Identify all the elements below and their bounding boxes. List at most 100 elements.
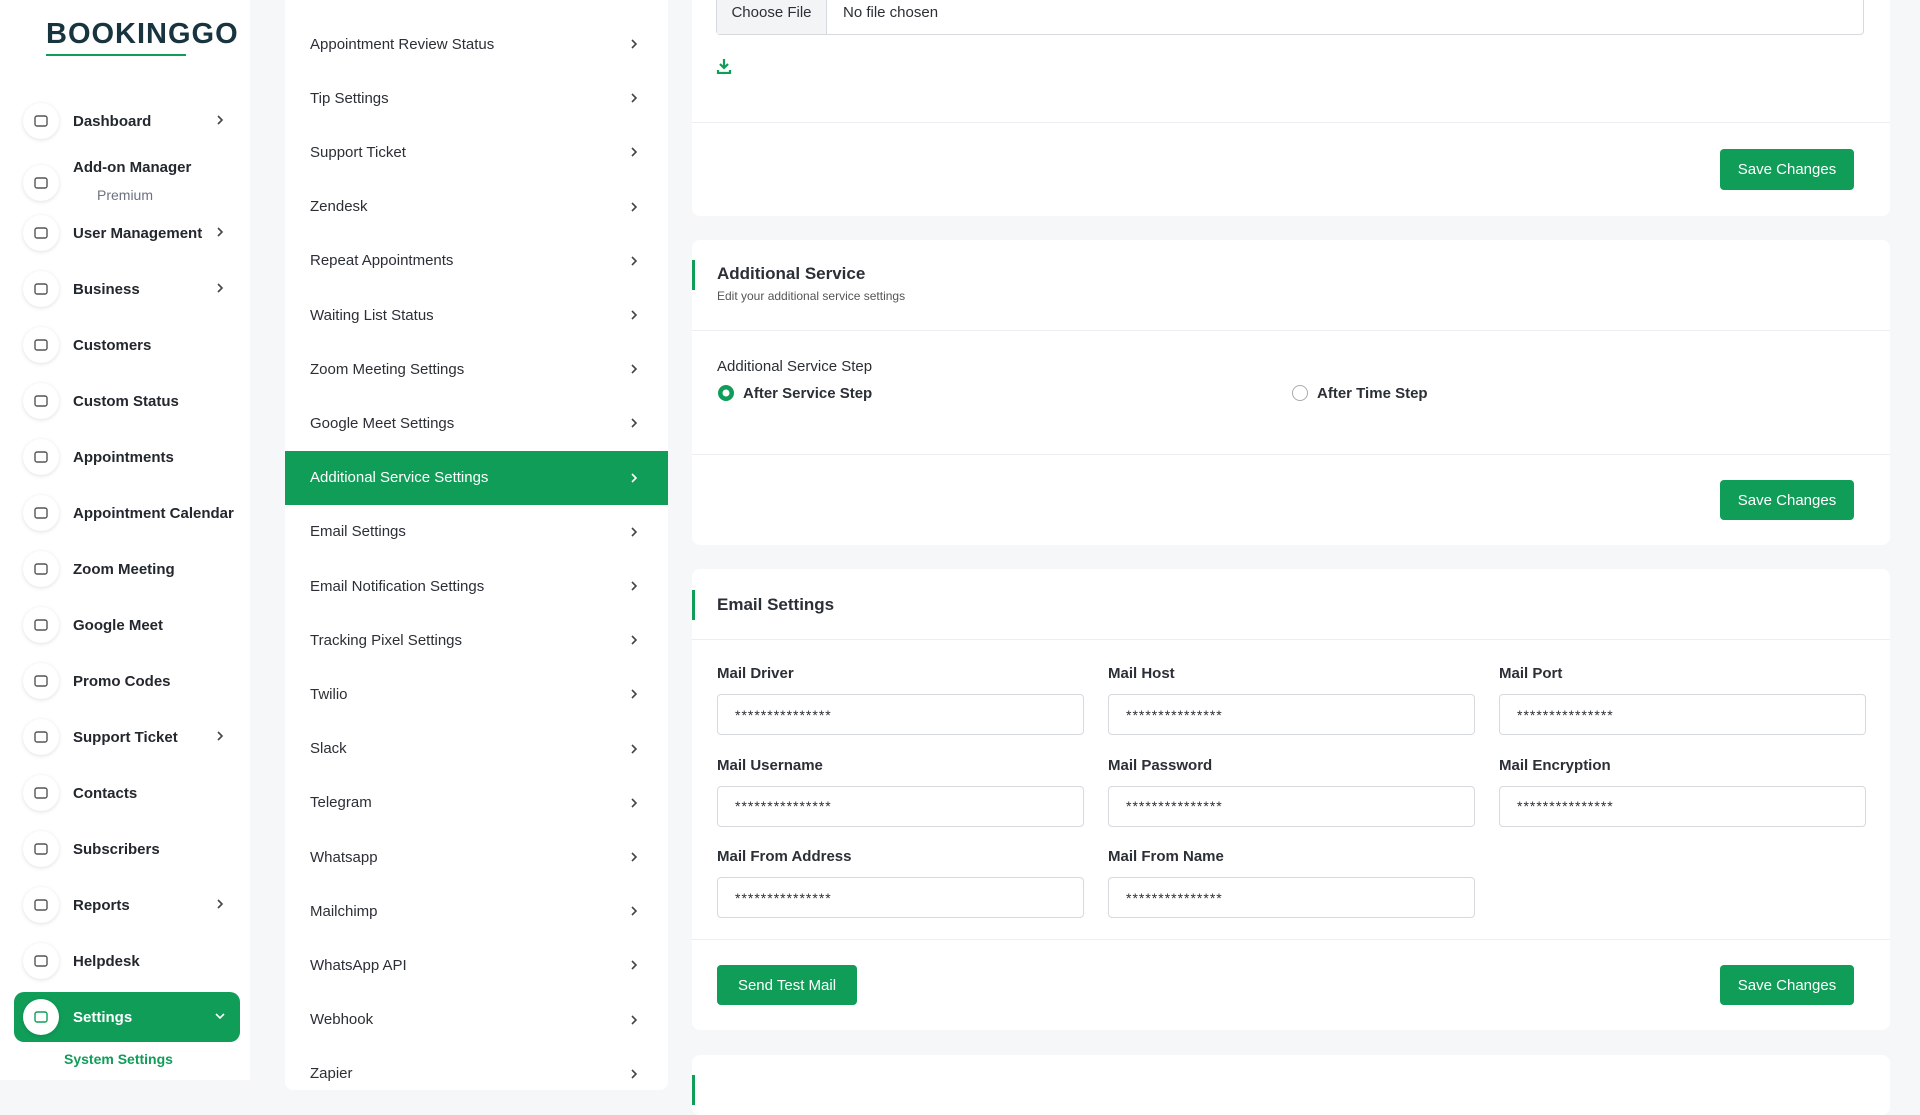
arrow (214, 729, 226, 746)
sidebar-item[interactable]: Appointments (14, 432, 240, 482)
badge: Premium (97, 187, 154, 203)
file-input[interactable]: Choose File No file chosen (716, 0, 1864, 35)
sidebar-item[interactable]: Customers (14, 320, 240, 370)
file-button[interactable]: Choose File (717, 0, 827, 34)
field-label: Mail From Name (1108, 848, 1224, 865)
submenu-item[interactable]: System Settings (64, 1051, 173, 1067)
settings-menu-item[interactable]: Whatsapp (285, 830, 668, 884)
icon-circle (23, 775, 59, 811)
icon-circle (23, 607, 59, 643)
field-label: Mail Driver (717, 665, 794, 682)
menu-icon (34, 731, 48, 743)
icon-circle (23, 165, 59, 201)
logo-underline (46, 54, 186, 56)
settings-menu-item[interactable]: Appointment Review Status (285, 17, 668, 71)
settings-menu-item[interactable]: Zapier (285, 1047, 668, 1101)
text-input[interactable]: *************** (1499, 694, 1866, 735)
sidebar-item[interactable]: Dashboard (14, 96, 240, 146)
chevron (631, 798, 638, 808)
sidebar-label: Business (73, 280, 140, 298)
sidebar-item[interactable]: Subscribers (14, 824, 240, 874)
settings-menu-item[interactable]: Support Ticket (285, 125, 668, 179)
field-label: Mail Password (1108, 756, 1213, 774)
sidebar-label: Dashboard (73, 112, 152, 130)
icon-circle (23, 215, 59, 251)
chevron (631, 202, 638, 212)
title-accent (692, 260, 695, 290)
chevron (631, 527, 638, 537)
radio-option[interactable]: After Time Step (1291, 384, 1428, 402)
sidebar-item[interactable]: Helpdesk (14, 936, 240, 986)
menu-icon (34, 395, 48, 407)
sidebar-label: Promo Codes (73, 672, 171, 690)
settings-menu-item[interactable]: Tip Settings (285, 71, 668, 125)
settings-menu: Appointment Review Status Tip Settings Sup… (285, 0, 668, 1090)
sidebar-label: Reports (73, 896, 130, 914)
menu-icon (34, 619, 48, 631)
sidebar-label: Custom Status (73, 392, 179, 410)
save-button[interactable]: Save Changes (1720, 149, 1854, 190)
sidebar-item[interactable]: Business (14, 264, 240, 314)
radio-label: After Service Step (743, 384, 873, 402)
settings-menu-item[interactable]: Webhook (285, 993, 668, 1047)
chevron (217, 283, 224, 293)
test-mail-button[interactable]: Send Test Mail (717, 965, 857, 1005)
radio[interactable] (1291, 384, 1309, 402)
text-input[interactable]: *************** (717, 785, 1084, 827)
settings-menu-item[interactable]: WhatsApp API (285, 938, 668, 992)
settings-menu-item[interactable]: Zendesk (285, 180, 668, 234)
text-input[interactable]: *************** (1108, 877, 1475, 918)
sidebar-item[interactable]: Settings (14, 992, 240, 1042)
page: BOOKINGGO Dashboard Add-on Manager Premium… (0, 0, 1890, 1105)
settings-menu-item[interactable]: Google Meet Settings (285, 396, 668, 450)
settings-menu-item[interactable]: Tracking Pixel Settings (285, 613, 668, 667)
settings-menu-item[interactable]: Zoom Meeting Settings (285, 342, 668, 396)
sidebar-item[interactable]: Support Ticket (14, 712, 240, 762)
radio[interactable] (717, 384, 735, 402)
chevron (631, 1015, 638, 1025)
divider (692, 330, 1890, 331)
settings-menu-item[interactable]: Waiting List Status (285, 288, 668, 342)
sidebar-item[interactable]: Appointment Calendar (14, 488, 240, 538)
sidebar-item[interactable]: Contacts (14, 768, 240, 818)
sidebar-label: Contacts (73, 784, 138, 802)
chevron (631, 689, 638, 699)
chevron (631, 39, 638, 49)
chevron (631, 256, 638, 266)
sidebar-item[interactable]: Promo Codes (14, 656, 240, 706)
divider (692, 122, 1890, 123)
sidebar: BOOKINGGO Dashboard Add-on Manager Premium… (0, 0, 250, 1080)
sidebar-label: User Management (73, 224, 203, 242)
settings-menu-item[interactable]: Email Notification Settings (285, 559, 668, 613)
settings-menu-item[interactable]: Telegram (285, 776, 668, 830)
sidebar-item[interactable]: Google Meet (14, 600, 240, 650)
chevron (631, 852, 638, 862)
text-input[interactable]: *************** (1108, 694, 1475, 735)
radio-option[interactable]: After Service Step (717, 384, 872, 402)
title-accent (692, 590, 695, 620)
download-icon[interactable] (716, 58, 732, 74)
text-input[interactable]: *************** (717, 694, 1084, 735)
text-input[interactable]: *************** (1108, 785, 1475, 827)
sidebar-item[interactable]: User Management (14, 208, 240, 258)
divider (692, 939, 1890, 940)
settings-menu-item[interactable]: Repeat Appointments (285, 234, 668, 288)
menu-icon (34, 955, 48, 967)
divider (692, 639, 1890, 640)
settings-menu-item[interactable]: Twilio (285, 667, 668, 721)
settings-menu-item[interactable]: Mailchimp (285, 884, 668, 938)
sidebar-item[interactable]: Custom Status (14, 376, 240, 426)
save-button[interactable]: Save Changes (1720, 965, 1854, 1005)
text-input[interactable]: *************** (717, 877, 1084, 918)
text-input[interactable]: *************** (1499, 785, 1866, 827)
sidebar-item[interactable]: Reports (14, 880, 240, 930)
settings-menu-item[interactable]: Slack (285, 722, 668, 776)
save-button[interactable]: Save Changes (1720, 480, 1854, 520)
sidebar-item[interactable]: Zoom Meeting (14, 544, 240, 594)
icon-circle (23, 439, 59, 475)
next-card (692, 1055, 1890, 1115)
settings-menu-item[interactable]: Email Settings (285, 505, 668, 559)
radio-label: After Time Step (1317, 384, 1428, 402)
sidebar-item[interactable]: Add-on Manager Premium (14, 152, 240, 203)
settings-menu-item[interactable]: Additional Service Settings (285, 450, 668, 505)
